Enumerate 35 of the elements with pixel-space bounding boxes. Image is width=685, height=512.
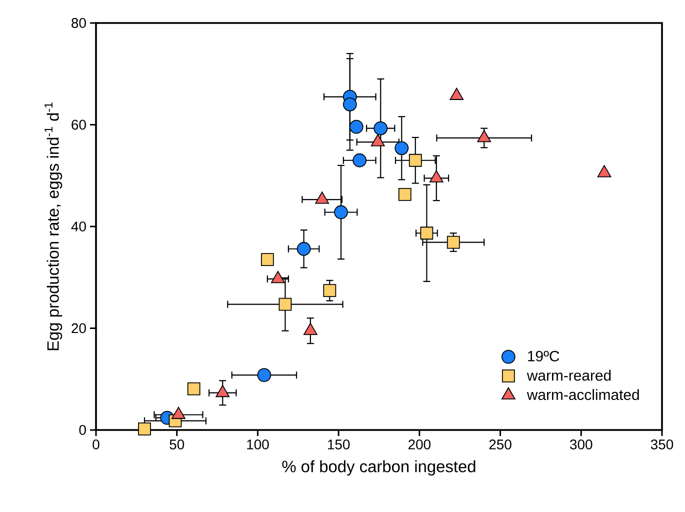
point (398, 188, 412, 201)
point (342, 97, 357, 112)
point (349, 120, 364, 134)
y-tick-label: 40 (71, 222, 86, 232)
point (374, 121, 388, 136)
x-tick-label: 200 (408, 440, 431, 450)
x-tick-label: 350 (650, 440, 674, 450)
x-tick-label: 150 (328, 440, 350, 450)
point (323, 284, 336, 298)
y-tick-label: 0 (79, 425, 86, 435)
x-tick-label: 50 (170, 440, 184, 450)
point (408, 154, 422, 167)
y-tick-label: 60 (72, 120, 86, 130)
legend-label: warm-acclimated (526, 389, 639, 400)
y-tick-label: 20 (72, 323, 86, 334)
point (257, 368, 272, 382)
point (278, 298, 292, 311)
x-tick-label: 100 (247, 440, 269, 450)
legend-label: 19ºC (528, 350, 560, 362)
point (334, 205, 348, 220)
x-tick-label: 300 (570, 440, 592, 450)
point (420, 226, 434, 240)
point (138, 422, 151, 436)
point (394, 141, 409, 156)
x-tick-label: 250 (489, 440, 512, 450)
point (260, 253, 274, 266)
y-axis-title: Egg production rate, eggs ind$^{-1}$ d$^{-1}$ (44, 102, 62, 350)
point (187, 382, 200, 396)
x-tick-label: 0 (92, 440, 100, 450)
y-tick-label: 80 (72, 18, 86, 28)
point (446, 236, 460, 249)
point (296, 242, 311, 256)
legend-label: warm-reared (526, 370, 611, 381)
x-axis-title: % of body carbon ingested (282, 460, 476, 476)
point (352, 153, 367, 168)
